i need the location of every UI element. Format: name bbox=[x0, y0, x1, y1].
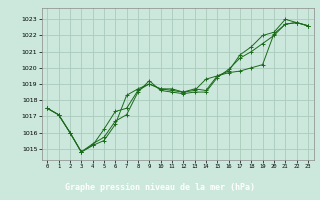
Text: Graphe pression niveau de la mer (hPa): Graphe pression niveau de la mer (hPa) bbox=[65, 182, 255, 192]
